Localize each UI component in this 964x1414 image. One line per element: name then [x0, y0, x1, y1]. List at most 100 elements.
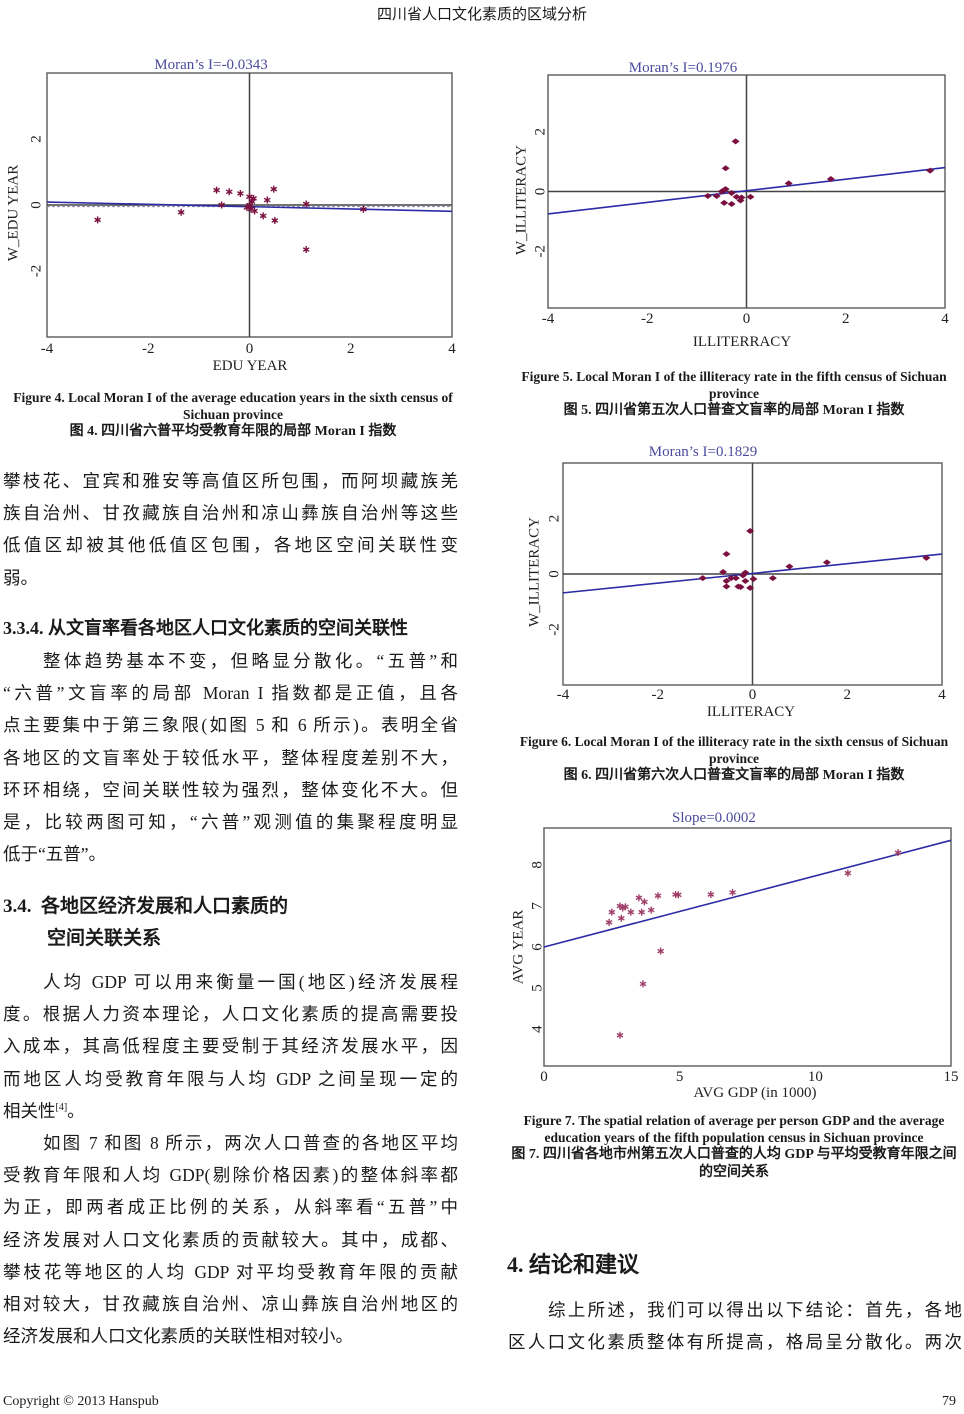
paragraph-1: 攀枝花、宜宾和雅安等高值区所包围，而阿坝藏族羌 族自治州、甘孜藏族自治州和凉山彝… [3, 465, 458, 594]
data-point [721, 165, 730, 172]
figure-7-caption: Figure 7. The spatial relation of averag… [508, 1112, 960, 1182]
data-point [635, 894, 643, 902]
data-point [225, 188, 233, 196]
x-tick-label: 0 [743, 311, 751, 327]
data-point [768, 575, 777, 582]
text-line: 各地区的文盲率处于较低水平，整体程度差别不大， [3, 747, 458, 768]
data-point [746, 193, 755, 200]
data-point [717, 188, 726, 195]
plot-frame [46, 72, 453, 338]
text-line: 综上所述，我们可以得出以下结论：首先，各地 [548, 1300, 962, 1320]
data-point [731, 138, 740, 145]
plot-frame [562, 462, 943, 686]
chart-title: Slope=0.0002 [672, 810, 756, 826]
y-tick-label: -2 [28, 265, 44, 278]
chart-title: Moran’s I=-0.0343 [154, 57, 267, 73]
data-point [657, 947, 665, 955]
data-point [616, 1031, 624, 1039]
plot-frame [543, 827, 952, 1067]
data-point [248, 198, 256, 206]
data-point [727, 189, 736, 196]
data-point [360, 205, 367, 213]
data-point [608, 908, 616, 916]
text-line: 相对较大，甘孜藏族自治州、凉山彝族自治州地区的 [3, 1293, 458, 1314]
data-point [785, 563, 794, 570]
data-point [736, 197, 745, 204]
y-axis-label: W_ILLITERACY [526, 517, 542, 627]
data-point [243, 204, 251, 212]
data-point [727, 575, 736, 582]
data-point [263, 196, 271, 204]
text-line: 度。根据人力资本理论，人口文化素质的提高需要投 [3, 1004, 458, 1025]
x-tick-label: 5 [676, 1069, 684, 1085]
citation-link[interactable]: [4] [55, 1101, 68, 1113]
x-tick-label: -2 [652, 687, 665, 703]
caption-zh: 图 4. 四川省六普平均受教育年限的局部 Moran I 指数 [69, 424, 397, 439]
data-point [627, 908, 635, 916]
paragraph-3: 人均 GDP 可以用来衡量一国(地区)经济发展程 度。根据人力资本理论，人口文化… [3, 966, 458, 1127]
text-line: 人均 GDP 可以用来衡量一国(地区)经济发展程 [43, 972, 458, 992]
y-tick-label: 4 [529, 1025, 545, 1033]
x-tick-label: 15 [944, 1069, 959, 1085]
data-point [826, 175, 835, 182]
data-point [784, 180, 793, 187]
x-tick-label: 0 [749, 687, 757, 703]
data-point [246, 193, 253, 201]
data-point [250, 194, 257, 202]
data-point [259, 212, 267, 220]
text-line: 受教育年限和人均 GDP(剔除价格因素)的整体斜率都 [3, 1165, 458, 1186]
text-line: 攀枝花等地区的人均 GDP 对平均受教育年限的贡献 [3, 1261, 458, 1282]
x-tick-label: 4 [938, 687, 946, 703]
text-line: 经济发展对人口文化素质的贡献较大。其中，成都、 [3, 1229, 458, 1250]
paragraph-5: 综上所述，我们可以得出以下结论：首先，各地 区人口文化素质整体有所提高，格局呈分… [508, 1294, 962, 1358]
text: 相关性 [3, 1100, 56, 1121]
data-point [720, 199, 729, 206]
text-line: 为正，即两者成正比例的关系，从斜率看“五普”中 [3, 1197, 458, 1218]
data-point [638, 908, 646, 916]
text: 。 [67, 1100, 85, 1121]
data-point [707, 890, 715, 898]
data-point [721, 186, 730, 193]
y-tick-label: 2 [546, 515, 562, 523]
text-line: 点主要集中于第三象限(如图 5 和 6 所示)。表明全省 [3, 715, 458, 736]
figure-5-caption: Figure 5. Local Moran I of the illiterac… [506, 368, 962, 420]
copyright: Copyright © 2013 Hanspub [3, 1394, 159, 1409]
y-tick-label: 0 [532, 188, 548, 196]
text-line: 区人口文化素质整体有所提高，格局呈分散化。两次 [508, 1332, 962, 1353]
data-point [739, 572, 748, 579]
y-tick-label: 2 [532, 128, 548, 136]
text-line: 整体趋势基本不变，但略显分散化。“五普”和 [43, 651, 458, 671]
data-point [731, 575, 740, 582]
data-point [749, 575, 758, 582]
x-axis-label: ILLITERACY [707, 704, 795, 720]
x-tick-label: 2 [842, 311, 850, 327]
heading-line-2: 空间关联关系 [47, 928, 162, 949]
data-point [741, 569, 750, 576]
heading-line-1: 各地区经济发展和人口素质的 [41, 896, 289, 917]
figure-4-caption: Figure 4. Local Moran I of the average e… [2, 389, 464, 441]
data-point [741, 577, 750, 584]
y-tick-label: 6 [529, 943, 545, 951]
data-point [727, 201, 736, 208]
y-axis-label: W_EDU YEAR [5, 165, 21, 262]
x-tick-label: 0 [540, 1069, 548, 1085]
x-tick-label: 10 [808, 1069, 823, 1085]
x-tick-label: -2 [641, 311, 654, 327]
data-point [674, 891, 682, 899]
data-point [617, 914, 625, 922]
caption-en: Figure 7. The spatial relation of averag… [523, 1113, 945, 1145]
y-tick-label: 7 [529, 902, 545, 910]
y-tick-label: 2 [28, 135, 44, 143]
data-point [672, 890, 679, 898]
x-tick-label: 2 [844, 687, 852, 703]
data-point [94, 216, 102, 224]
paragraph-2: 整体趋势基本不变，但略显分散化。“五普”和 “六普”文盲率的局部 Moran I… [3, 645, 458, 870]
y-tick-label: -2 [546, 623, 562, 636]
caption-en: Figure 5. Local Moran I of the illiterac… [521, 369, 947, 401]
text-line: 环环相绕，空间关联性较为强烈，整体变化不大。但 [3, 779, 458, 800]
text-line: 入成本，其高低程度主要受制于其经济发展水平，因 [3, 1036, 458, 1057]
y-axis-label: W_ILLITERACY [513, 145, 529, 255]
x-tick-label: -2 [142, 341, 155, 357]
y-tick-label: 8 [529, 861, 545, 869]
x-tick-label: -4 [557, 687, 570, 703]
